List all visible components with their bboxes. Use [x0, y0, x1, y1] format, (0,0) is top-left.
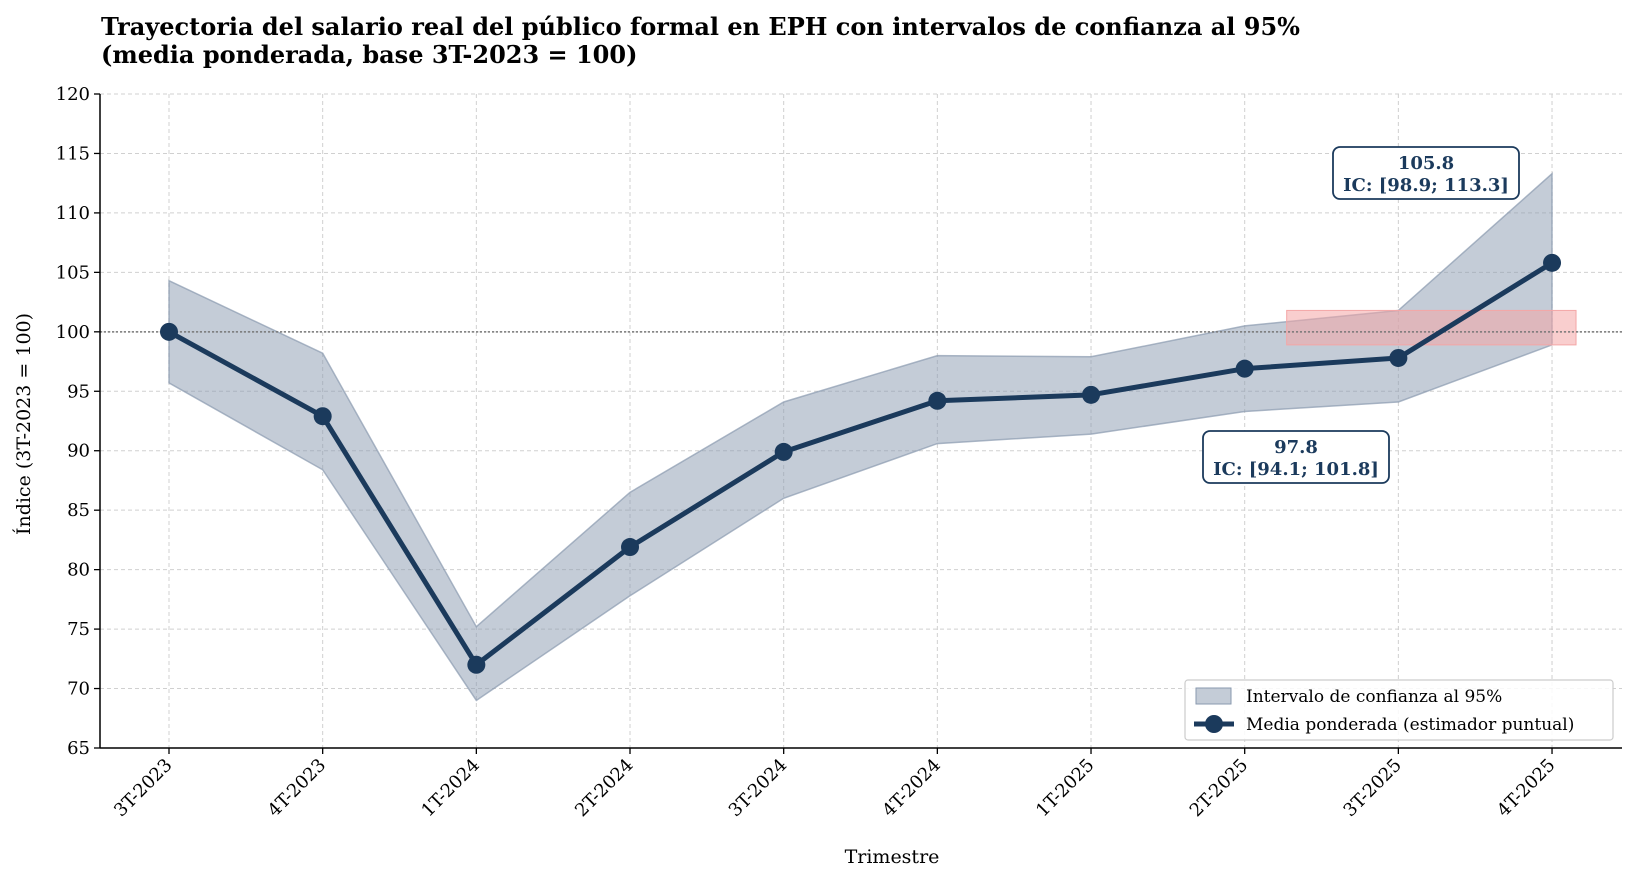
y-tick-label-7: 100 — [56, 322, 90, 343]
y-axis-label: Índice (3T-2023 = 100) — [12, 313, 35, 535]
y-tick-label-6: 95 — [67, 381, 90, 402]
x-tick-label-4: 3T-2024 — [725, 755, 791, 821]
x-tick-label-0: 3T-2023 — [110, 755, 176, 821]
x-tick-label-1: 4T-2023 — [264, 755, 330, 821]
data-point-1 — [313, 407, 332, 426]
y-tick-label-2: 75 — [67, 619, 90, 640]
annotation-box-0 — [1202, 430, 1390, 484]
data-point-7 — [1235, 359, 1254, 378]
data-point-8 — [1389, 348, 1408, 367]
y-tick-label-1: 70 — [67, 679, 90, 700]
data-point-2 — [467, 655, 486, 674]
y-tick-label-9: 110 — [56, 203, 90, 224]
x-tick-label-2: 1T-2024 — [417, 755, 483, 821]
annotation-box-1 — [1332, 146, 1520, 200]
x-tick-label-6: 1T-2025 — [1032, 755, 1098, 821]
legend-ci-label: Intervalo de confianza al 95% — [1246, 687, 1502, 707]
x-tick-label-5: 4T-2024 — [878, 755, 944, 821]
legend: Intervalo de confianza al 95% Media pond… — [1184, 679, 1614, 741]
data-point-6 — [1082, 385, 1101, 404]
series-layer — [160, 253, 1562, 674]
annotation-value-0: 97.8 — [1274, 437, 1318, 458]
y-tick-label-0: 65 — [67, 738, 90, 759]
legend-frame — [1184, 679, 1614, 741]
y-tick-label-10: 115 — [56, 143, 90, 164]
data-point-4 — [774, 442, 793, 461]
annotation-ci-0: IC: [94.1; 101.8] — [1213, 459, 1379, 480]
series-line — [166, 260, 1555, 668]
x-axis-label: Trimestre — [845, 846, 940, 868]
data-point-0 — [160, 322, 178, 341]
data-point-3 — [621, 538, 640, 557]
chart-title-line-1: Trayectoria del salario real del público… — [101, 12, 1300, 41]
annotation-ci-1: IC: [98.9; 113.3] — [1343, 175, 1509, 196]
data-point-9 — [1543, 253, 1562, 272]
annotation-value-1: 105.8 — [1398, 153, 1454, 174]
x-tick-label-3: 2T-2024 — [571, 755, 637, 821]
chart-title-line-2: (media ponderada, base 3T-2023 = 100) — [101, 40, 637, 69]
legend-ci-swatch — [1195, 687, 1232, 705]
legend-line-marker — [1205, 715, 1223, 733]
data-point-5 — [928, 391, 947, 410]
x-tick-label-8: 3T-2025 — [1339, 755, 1405, 821]
legend-series-label: Media ponderada (estimador puntual) — [1246, 715, 1574, 735]
y-tick-label-3: 80 — [67, 560, 90, 581]
y-tick-label-11: 120 — [56, 84, 90, 105]
annotation-layer: 97.8IC: [94.1; 101.8] 105.8IC: [98.9; 113… — [1202, 146, 1520, 484]
band-layer — [168, 171, 1577, 702]
y-tick-label-8: 105 — [56, 262, 90, 283]
x-tick-label-9: 4T-2025 — [1493, 755, 1559, 821]
x-tick-label-7: 2T-2025 — [1186, 755, 1252, 821]
y-tick-label-5: 90 — [67, 441, 90, 462]
y-tick-label-4: 85 — [67, 500, 90, 521]
